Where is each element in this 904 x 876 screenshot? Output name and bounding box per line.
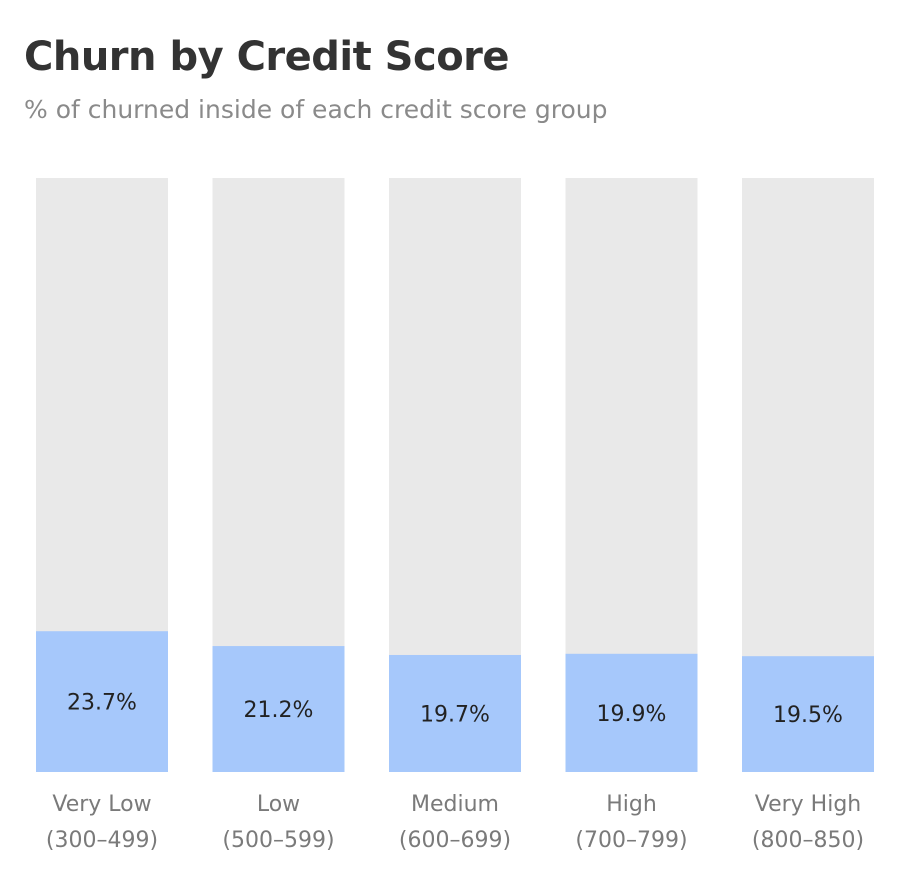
- bar-value-label: 19.5%: [773, 703, 843, 728]
- category-range-label: (500–599): [222, 828, 334, 853]
- category-label: High: [606, 792, 657, 817]
- category-range-label: (300–499): [46, 828, 158, 853]
- bar-value-label: 21.2%: [244, 698, 314, 723]
- category-label: Very Low: [52, 792, 151, 817]
- bar-churned: [389, 654, 521, 772]
- category-label: Medium: [411, 792, 499, 817]
- bar-value-label: 23.7%: [67, 691, 137, 716]
- bar-churned: [565, 653, 698, 772]
- category-range-label: (700–799): [575, 828, 687, 853]
- bar-churned: [36, 631, 168, 772]
- chart-title: Churn by Credit Score: [24, 34, 510, 80]
- bar-value-label: 19.7%: [420, 702, 490, 727]
- bar-churned: [742, 656, 874, 772]
- category-range-label: (800–850): [752, 828, 864, 853]
- category-label: Very High: [755, 792, 862, 817]
- category-label: Low: [257, 792, 300, 817]
- bar-value-label: 19.9%: [597, 702, 667, 727]
- category-range-label: (600–699): [399, 828, 511, 853]
- bar-churned: [212, 646, 345, 772]
- chart-subtitle: % of churned inside of each credit score…: [24, 95, 608, 124]
